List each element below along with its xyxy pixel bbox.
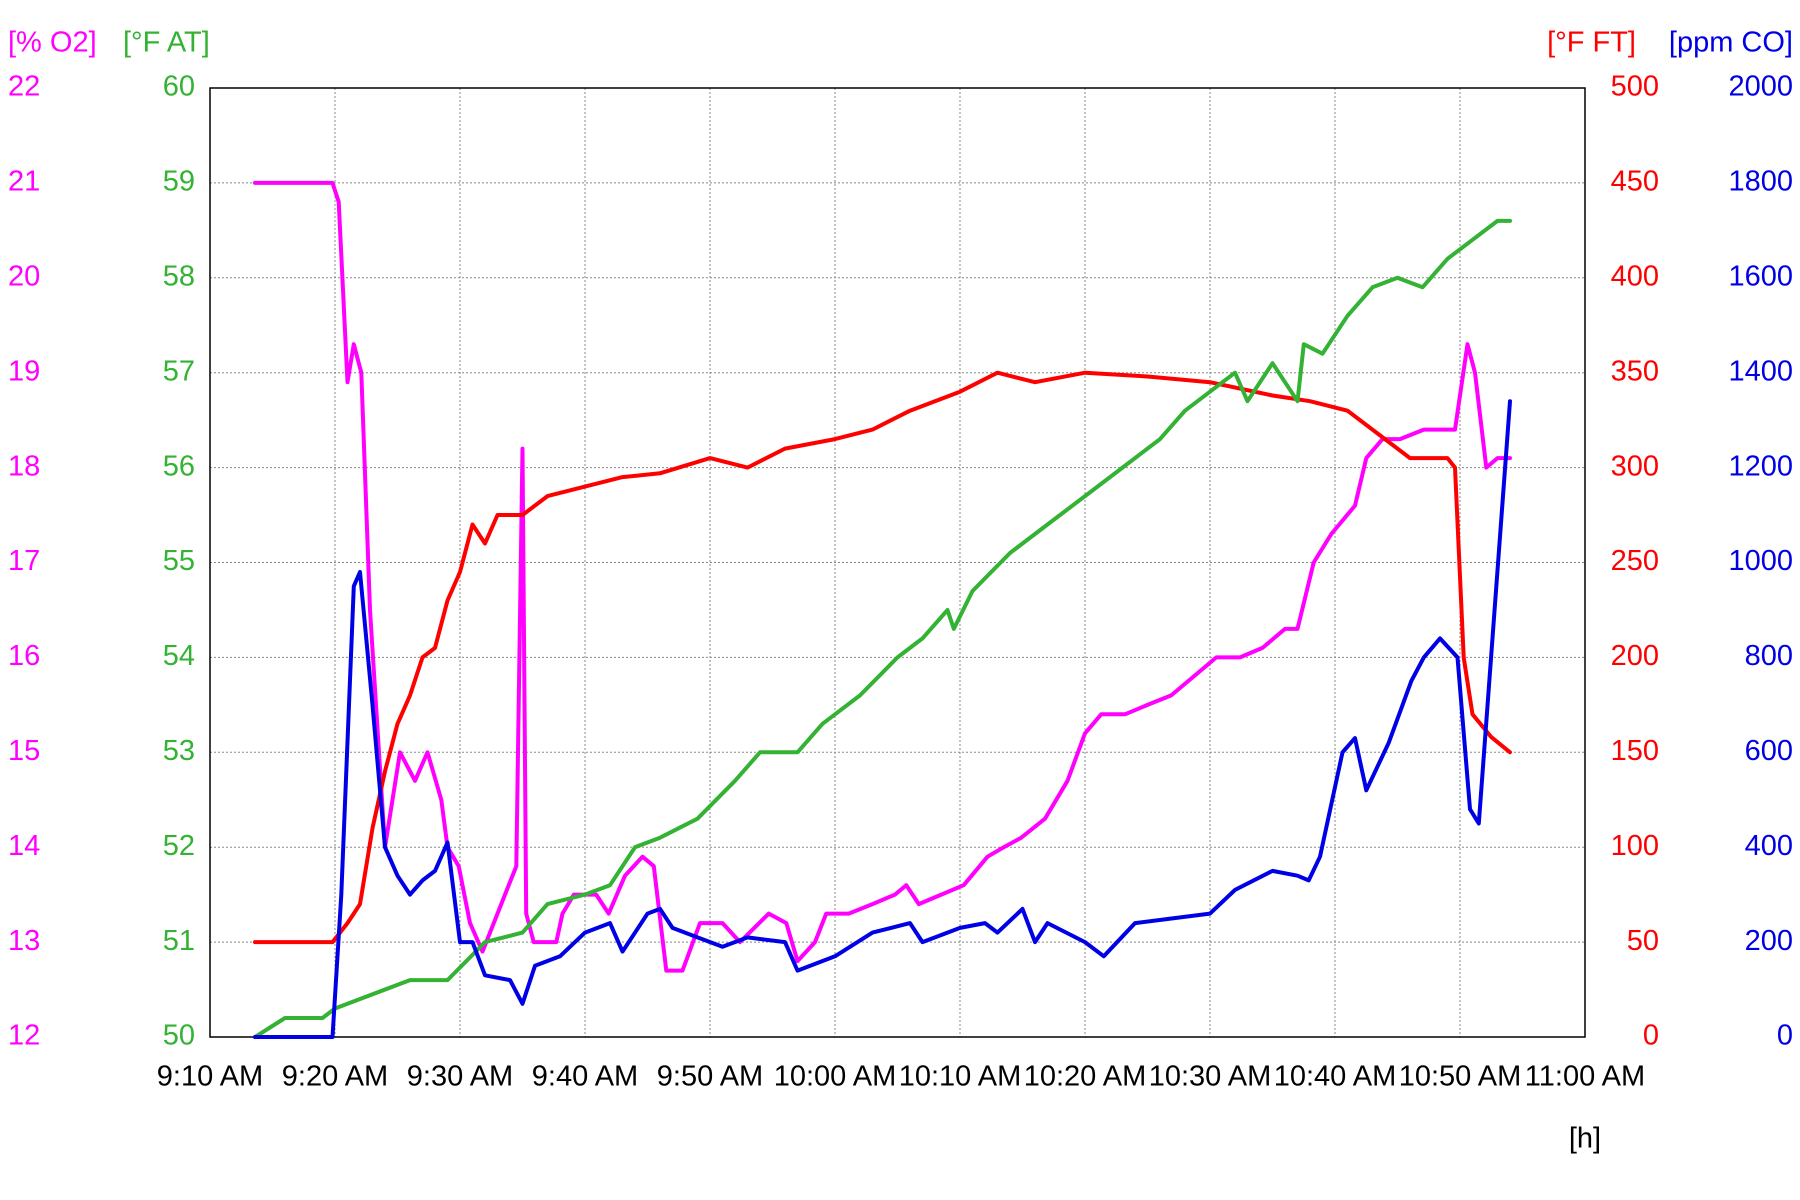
x-tick-label: 9:50 AM — [657, 1061, 763, 1093]
data-line — [253, 370, 1512, 945]
x-tick-label: 10:40 AM — [1274, 1061, 1397, 1093]
y-tick-label: 400 — [1611, 260, 1659, 292]
y-tick-label: 350 — [1611, 355, 1659, 387]
y-tick-label: 400 — [1745, 830, 1793, 862]
axis-title: [°F AT] — [123, 27, 210, 59]
y-tick-label: 1600 — [1728, 260, 1793, 292]
y-tick-label: 60 — [163, 71, 195, 103]
y-tick-label: 100 — [1611, 830, 1659, 862]
y-tick-label: 800 — [1745, 640, 1793, 672]
y-tick-label: 200 — [1745, 925, 1793, 957]
y-tick-label: 57 — [163, 355, 195, 387]
y-tick-label: 19 — [8, 355, 40, 387]
data-line — [253, 180, 1512, 973]
x-tick-label: 10:10 AM — [899, 1061, 1022, 1093]
y-tick-label: 17 — [8, 545, 40, 577]
y-tick-label: 55 — [163, 545, 195, 577]
x-tick-label: 9:30 AM — [407, 1061, 513, 1093]
y-tick-label: 1800 — [1728, 166, 1793, 198]
y-tick-label: 18 — [8, 450, 40, 482]
y-tick-label: 200 — [1611, 640, 1659, 672]
x-tick-label: 11:00 AM — [1525, 1061, 1645, 1093]
y-tick-label: 21 — [8, 166, 40, 198]
y-tick-label: 56 — [163, 450, 195, 482]
axis-title: [°F FT] — [1547, 27, 1636, 59]
data-line — [253, 218, 1512, 1039]
y-tick-label: 51 — [163, 925, 195, 957]
y-tick-label: 2000 — [1728, 71, 1793, 103]
y-tick-label: 12 — [8, 1020, 40, 1052]
y-tick-label: 50 — [163, 1020, 195, 1052]
x-tick-label: 10:50 AM — [1399, 1061, 1522, 1093]
data-line — [253, 399, 1512, 1039]
axis-title: [ppm CO] — [1669, 27, 1793, 59]
y-tick-label: 450 — [1611, 166, 1659, 198]
y-tick-label: 15 — [8, 735, 40, 767]
y-tick-label: 13 — [8, 925, 40, 957]
x-tick-label: 10:00 AM — [774, 1061, 897, 1093]
y-tick-label: 22 — [8, 71, 40, 103]
y-tick-label: 20 — [8, 260, 40, 292]
y-tick-label: 600 — [1745, 735, 1793, 767]
x-tick-label: 9:10 AM — [157, 1061, 263, 1093]
y-tick-label: 0 — [1643, 1020, 1659, 1052]
x-tick-label: 9:40 AM — [532, 1061, 638, 1093]
y-tick-label: 300 — [1611, 450, 1659, 482]
y-tick-label: 150 — [1611, 735, 1659, 767]
y-tick-label: 58 — [163, 260, 195, 292]
y-tick-label: 1400 — [1728, 355, 1793, 387]
y-tick-label: 52 — [163, 830, 195, 862]
y-tick-label: 59 — [163, 166, 195, 198]
x-tick-label: 10:30 AM — [1149, 1061, 1272, 1093]
y-tick-label: 50 — [1627, 925, 1659, 957]
y-tick-label: 54 — [163, 640, 195, 672]
y-tick-label: 16 — [8, 640, 40, 672]
y-tick-label: 1200 — [1728, 450, 1793, 482]
y-tick-label: 53 — [163, 735, 195, 767]
plot-frame — [209, 87, 1586, 1038]
y-tick-label: 500 — [1611, 71, 1659, 103]
y-tick-label: 0 — [1777, 1020, 1793, 1052]
y-tick-label: 250 — [1611, 545, 1659, 577]
y-tick-label: 14 — [8, 830, 40, 862]
x-tick-label: 10:20 AM — [1024, 1061, 1147, 1093]
x-tick-label: 9:20 AM — [282, 1061, 388, 1093]
axis-title: [% O2] — [8, 27, 97, 59]
x-axis-label: [h] — [1569, 1123, 1601, 1155]
y-tick-label: 1000 — [1728, 545, 1793, 577]
